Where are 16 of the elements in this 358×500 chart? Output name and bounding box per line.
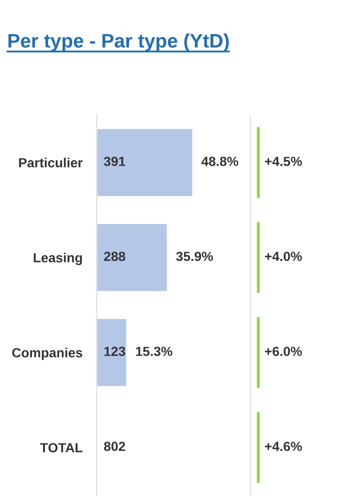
annotation: 48.8% (201, 156, 238, 166)
text: +6.0% (265, 346, 302, 356)
data-label: 123 (104, 346, 126, 356)
text: +4.6% (265, 442, 302, 452)
y-tick-label: Leasing (34, 252, 82, 266)
annotation: 802 (104, 442, 126, 452)
y-tick-label: Particulier (19, 158, 83, 168)
y-tick-label: TOTAL (40, 443, 82, 452)
text: +4.0% (265, 252, 302, 262)
text: +4.5% (265, 156, 302, 166)
data-label: 391 (104, 156, 126, 166)
y-tick-label: Companies (12, 348, 82, 360)
data-label: 288 (104, 252, 126, 262)
chart-title: Per type - Par type (YtD) (8, 33, 229, 52)
annotation: 35.9% (176, 252, 213, 262)
annotation: 15.3% (136, 346, 172, 356)
